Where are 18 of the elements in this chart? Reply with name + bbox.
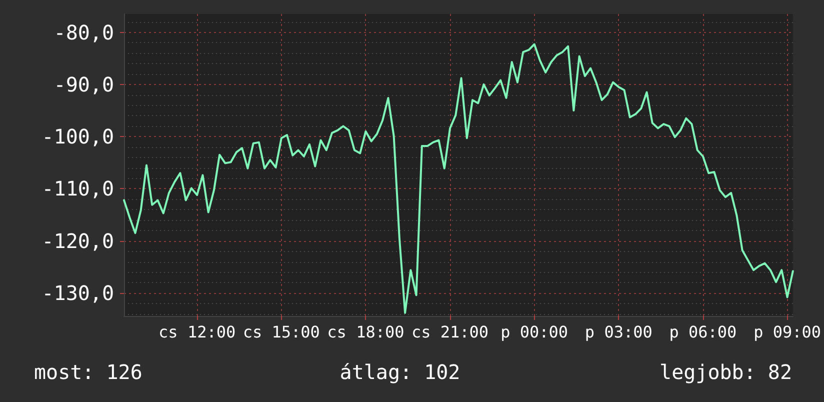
text: átlag: 102: [340, 360, 460, 384]
y-tick-label: -130,0: [42, 281, 114, 306]
y-tick-label: -80,0: [54, 20, 114, 44]
y-tick-label: -100,0: [42, 124, 114, 149]
y-tick-label: -90,0: [54, 72, 114, 96]
x-tick-label: cs 18:00: [327, 322, 404, 342]
x-tick-label: p 03:00: [584, 322, 652, 342]
x-tick-label: p 09:00: [754, 322, 822, 342]
text: most: 126: [34, 360, 142, 384]
line-series: [123, 43, 794, 314]
text: legjobb: 82: [660, 360, 792, 384]
x-tick-label: cs 21:00: [411, 322, 489, 342]
y-tick-label: -120,0: [42, 228, 114, 253]
y-tick-label: -110,0: [42, 176, 114, 201]
x-tick-label: cs 15:00: [242, 322, 320, 342]
x-tick-label: p 06:00: [669, 322, 737, 342]
x-tick-label: cs 12:00: [158, 322, 236, 342]
x-tick-label: p 00:00: [500, 322, 568, 342]
